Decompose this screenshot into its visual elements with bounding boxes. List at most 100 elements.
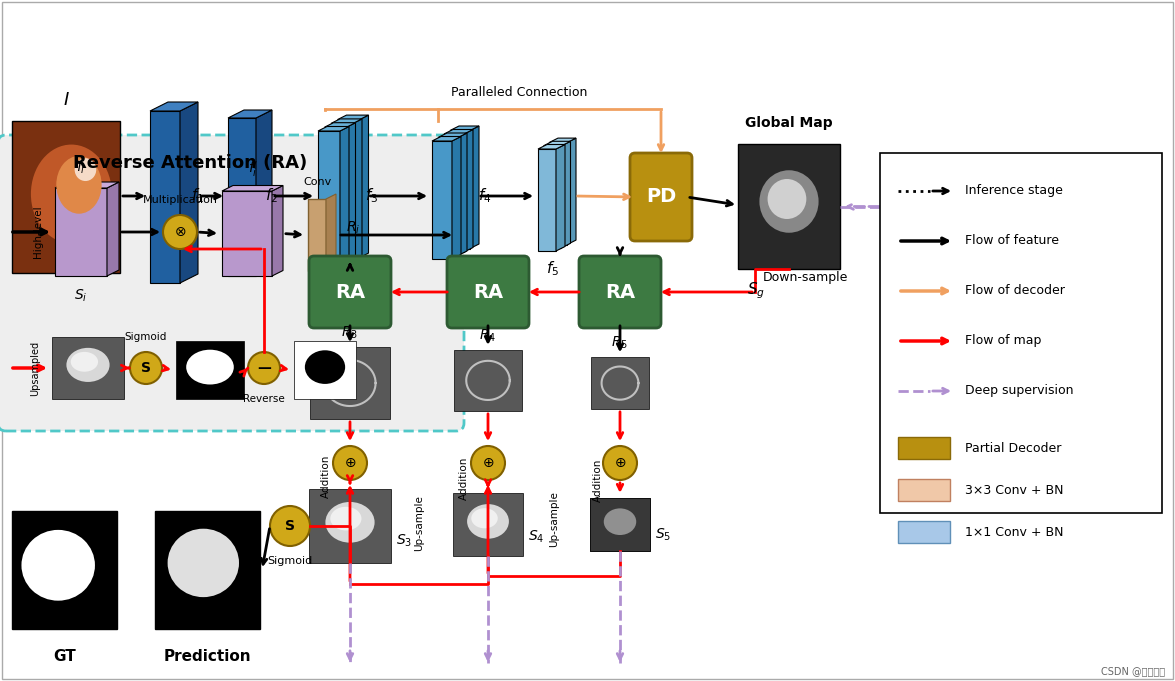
Text: RA: RA bbox=[605, 283, 634, 302]
Text: $\otimes$: $\otimes$ bbox=[174, 225, 186, 239]
Circle shape bbox=[471, 446, 505, 480]
Polygon shape bbox=[360, 115, 369, 257]
Text: $S_3$: $S_3$ bbox=[396, 533, 412, 549]
Text: PD: PD bbox=[646, 187, 676, 206]
Bar bbox=[12, 511, 118, 629]
Circle shape bbox=[603, 446, 637, 480]
Polygon shape bbox=[452, 136, 461, 259]
Polygon shape bbox=[444, 134, 464, 252]
Polygon shape bbox=[324, 127, 347, 265]
Polygon shape bbox=[222, 191, 271, 276]
Polygon shape bbox=[556, 144, 565, 251]
Circle shape bbox=[333, 446, 367, 480]
Circle shape bbox=[130, 352, 162, 384]
Ellipse shape bbox=[767, 179, 806, 219]
Text: $S_5$: $S_5$ bbox=[654, 527, 671, 543]
Text: Up-sample: Up-sample bbox=[549, 492, 559, 548]
Polygon shape bbox=[340, 127, 349, 269]
Bar bbox=[309, 489, 391, 563]
Text: Flow of map: Flow of map bbox=[965, 334, 1041, 347]
Polygon shape bbox=[538, 149, 556, 251]
Circle shape bbox=[270, 506, 310, 546]
Polygon shape bbox=[150, 111, 180, 283]
Ellipse shape bbox=[56, 156, 102, 214]
Polygon shape bbox=[107, 182, 119, 276]
Polygon shape bbox=[222, 185, 283, 191]
Text: S: S bbox=[141, 361, 152, 375]
Polygon shape bbox=[544, 141, 571, 146]
Text: Multiplication: Multiplication bbox=[142, 195, 217, 205]
Text: Upsampled: Upsampled bbox=[31, 340, 40, 396]
Polygon shape bbox=[318, 127, 349, 131]
Polygon shape bbox=[438, 138, 458, 255]
Polygon shape bbox=[331, 119, 362, 123]
Ellipse shape bbox=[31, 144, 112, 243]
Ellipse shape bbox=[70, 352, 98, 372]
Polygon shape bbox=[271, 185, 283, 276]
Ellipse shape bbox=[330, 507, 362, 530]
FancyBboxPatch shape bbox=[579, 256, 662, 328]
Text: Addition: Addition bbox=[321, 454, 331, 498]
Text: $f_5$: $f_5$ bbox=[546, 259, 559, 279]
Polygon shape bbox=[432, 141, 452, 259]
Circle shape bbox=[248, 352, 280, 384]
Text: $\oplus$: $\oplus$ bbox=[344, 456, 356, 470]
Text: $f_2$: $f_2$ bbox=[266, 187, 278, 206]
Text: $R_i$: $R_i$ bbox=[345, 219, 361, 236]
Polygon shape bbox=[458, 133, 466, 255]
Text: $S_i$: $S_i$ bbox=[74, 288, 88, 304]
Polygon shape bbox=[55, 188, 107, 276]
Polygon shape bbox=[150, 102, 199, 111]
Bar bbox=[12, 121, 120, 273]
Polygon shape bbox=[450, 131, 470, 249]
Ellipse shape bbox=[75, 158, 96, 181]
Polygon shape bbox=[337, 120, 360, 257]
Text: Flow of feature: Flow of feature bbox=[965, 234, 1059, 247]
Text: Conv: Conv bbox=[303, 177, 331, 187]
Ellipse shape bbox=[304, 350, 345, 384]
Text: $f_1$: $f_1$ bbox=[192, 187, 204, 206]
Ellipse shape bbox=[759, 170, 819, 233]
Text: S: S bbox=[286, 519, 295, 533]
FancyBboxPatch shape bbox=[309, 256, 391, 328]
Polygon shape bbox=[444, 129, 474, 134]
Text: Reverse: Reverse bbox=[243, 394, 284, 404]
Polygon shape bbox=[568, 138, 576, 244]
Polygon shape bbox=[347, 123, 356, 265]
Bar bbox=[310, 347, 390, 419]
Polygon shape bbox=[549, 142, 568, 244]
Polygon shape bbox=[256, 110, 271, 276]
Bar bbox=[308, 199, 325, 271]
Text: $\oplus$: $\oplus$ bbox=[482, 456, 495, 470]
FancyBboxPatch shape bbox=[630, 153, 692, 241]
Bar bbox=[52, 337, 125, 399]
Text: Sigmoid: Sigmoid bbox=[125, 332, 167, 342]
Bar bbox=[880, 153, 1162, 513]
Polygon shape bbox=[544, 146, 562, 248]
Text: RA: RA bbox=[335, 283, 365, 302]
Bar bbox=[591, 498, 650, 551]
Ellipse shape bbox=[468, 504, 509, 539]
Polygon shape bbox=[562, 141, 571, 248]
Polygon shape bbox=[180, 102, 199, 283]
Ellipse shape bbox=[168, 528, 239, 597]
Bar bbox=[454, 493, 523, 556]
Text: —: — bbox=[257, 361, 271, 375]
Text: $S_g$: $S_g$ bbox=[747, 281, 765, 301]
Polygon shape bbox=[464, 129, 474, 252]
Polygon shape bbox=[325, 194, 336, 271]
Text: 3×3 Conv + BN: 3×3 Conv + BN bbox=[965, 484, 1063, 498]
Polygon shape bbox=[549, 138, 576, 142]
Text: RA: RA bbox=[472, 283, 503, 302]
Text: Flow of decoder: Flow of decoder bbox=[965, 285, 1065, 298]
Text: $f_i$: $f_i$ bbox=[76, 159, 86, 176]
Text: High-level: High-level bbox=[33, 206, 43, 258]
Polygon shape bbox=[318, 131, 340, 269]
Ellipse shape bbox=[471, 508, 498, 528]
Text: Prediction: Prediction bbox=[163, 649, 251, 664]
Text: GT: GT bbox=[53, 649, 76, 664]
Text: $f_3$: $f_3$ bbox=[365, 187, 378, 206]
Bar bbox=[176, 341, 244, 399]
Text: $S_4$: $S_4$ bbox=[528, 529, 544, 545]
Polygon shape bbox=[438, 133, 466, 138]
